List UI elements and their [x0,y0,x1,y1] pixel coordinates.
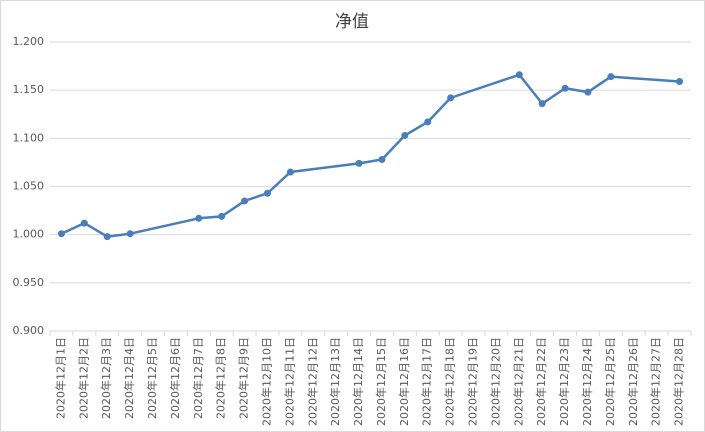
point [561,84,569,92]
x-tick-label: 2020年12月13日 [328,337,342,426]
x-tick-label: 2020年12月1日 [53,337,67,419]
x-tick-label: 2020年12月19日 [466,337,480,426]
x-tick-label: 2020年12月18日 [443,337,457,426]
point [263,189,271,197]
point [126,230,134,238]
point [401,131,409,139]
point [80,219,88,227]
x-tick-label: 2020年12月15日 [374,337,388,426]
x-tick-label: 2020年12月10日 [259,337,273,426]
x-tick-label: 2020年12月5日 [145,337,159,419]
point [286,168,294,176]
point [538,100,546,108]
point [103,233,111,241]
point [57,230,65,238]
x-tick-label: 2020年12月6日 [168,337,182,419]
point [218,212,226,220]
point [424,118,432,126]
point [195,214,203,222]
x-tick-label: 2020年12月22日 [534,337,548,426]
x-tick-label: 2020年12月14日 [351,337,365,426]
point [378,156,386,164]
x-tick-label: 2020年12月12日 [305,337,319,426]
x-tick-label: 2020年12月16日 [397,337,411,426]
x-tick-label: 2020年12月24日 [580,337,594,426]
y-tick-label: 0.950 [13,276,45,289]
point [241,197,249,205]
x-tick-label: 2020年12月8日 [214,337,228,419]
y-tick-label: 1.150 [13,83,45,96]
point [584,88,592,96]
x-tick-label: 2020年12月9日 [237,337,251,419]
x-tick-label: 2020年12月4日 [122,337,136,419]
x-tick-label: 2020年12月7日 [191,337,205,419]
y-tick-label: 1.050 [13,180,45,193]
y-tick-label: 1.200 [13,35,45,48]
point [447,94,455,102]
x-tick-label: 2020年12月27日 [649,337,663,426]
point [515,71,523,79]
x-tick-label: 2020年12月2日 [76,337,90,419]
x-tick-label: 2020年12月28日 [672,337,686,426]
x-tick-label: 2020年12月23日 [557,337,571,426]
y-tick-label: 0.900 [13,324,45,337]
x-tick-label: 2020年12月20日 [488,337,502,426]
x-tick-label: 2020年12月17日 [420,337,434,426]
point [676,77,684,85]
x-tick-label: 2020年12月21日 [511,337,525,426]
y-tick-label: 1.000 [13,228,45,241]
point [607,73,615,81]
point [355,159,363,167]
y-tick-label: 1.100 [13,131,45,144]
x-tick-label: 2020年12月3日 [99,337,113,419]
series-line [60,73,680,238]
x-tick-label: 2020年12月11日 [282,337,296,426]
x-tick-label: 2020年12月25日 [603,337,617,426]
chart-title: 净值 [335,12,369,32]
x-tick-label: 2020年12月26日 [626,337,640,426]
